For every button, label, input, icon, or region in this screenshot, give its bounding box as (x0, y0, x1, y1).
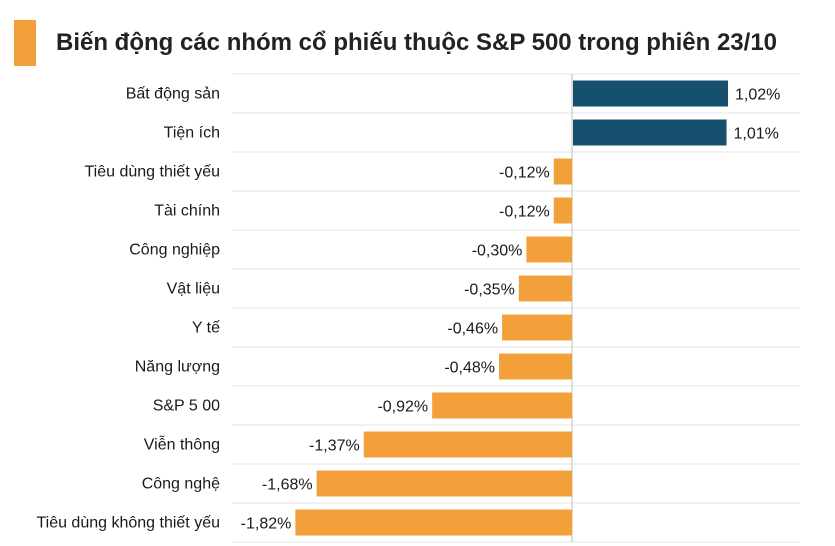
data-label: -1,37% (309, 438, 360, 455)
category-label: Tiện ích (164, 125, 220, 142)
category-label: Tài chính (154, 203, 220, 220)
bar (553, 158, 572, 185)
data-label: -0,12% (499, 165, 550, 182)
category-label: Y tế (192, 320, 220, 337)
title-accent-bar (14, 20, 36, 66)
data-label: 1,02% (735, 87, 780, 104)
bar (553, 197, 572, 224)
category-label: Công nghiệp (129, 242, 220, 259)
bar (573, 80, 729, 107)
data-label: -1,82% (241, 516, 292, 533)
category-label: S&P 5 00 (153, 398, 220, 415)
category-label: Vật liệu (167, 281, 220, 298)
bar (499, 353, 572, 380)
data-label: -0,35% (464, 282, 515, 299)
data-label: -0,12% (499, 204, 550, 221)
category-label: Tiêu dùng thiết yếu (85, 164, 221, 181)
data-label: -1,68% (262, 477, 313, 494)
category-label: Viễn thông (144, 435, 220, 454)
data-label: 1,01% (734, 126, 779, 143)
bar (573, 119, 727, 146)
bar (432, 392, 572, 419)
bar (316, 470, 572, 497)
data-label: -0,92% (377, 399, 428, 416)
bar (363, 431, 572, 458)
bar (502, 314, 572, 341)
chart-header: Biến động các nhóm cổ phiếu thuộc S&P 50… (14, 20, 777, 66)
chart-title: Biến động các nhóm cổ phiếu thuộc S&P 50… (56, 29, 778, 56)
data-label: -0,46% (447, 321, 498, 338)
data-label: -0,48% (444, 360, 495, 377)
category-label: Năng lượng (135, 359, 220, 376)
category-label: Tiêu dùng không thiết yếu (36, 515, 220, 532)
data-label: -0,30% (472, 243, 523, 260)
bar (295, 509, 572, 536)
category-label: Bất động sản (126, 86, 220, 103)
bar (526, 236, 572, 263)
bar (518, 275, 572, 302)
category-label: Công nghệ (142, 476, 220, 493)
